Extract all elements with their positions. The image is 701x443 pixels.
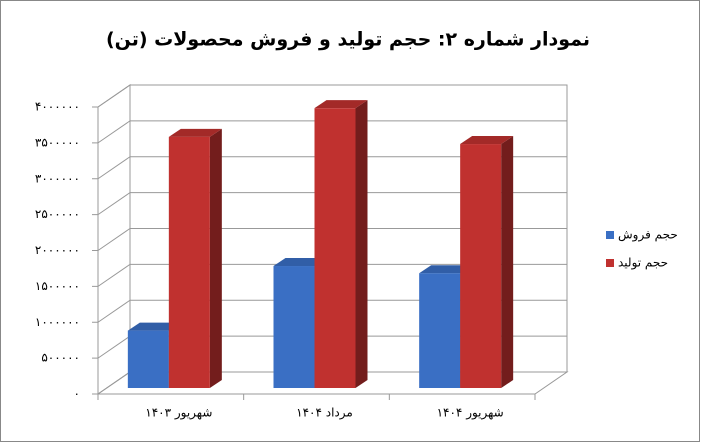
y-tick-label: ۰ <box>74 387 80 401</box>
grid-line <box>97 156 567 180</box>
bar <box>460 144 502 388</box>
legend-swatch <box>606 259 614 267</box>
bar-top <box>127 322 181 331</box>
bar-top <box>419 265 473 274</box>
bar-top <box>273 258 327 267</box>
bar-group <box>168 128 222 388</box>
grid-line <box>97 263 567 287</box>
chart-title: نمودار شماره ۲: حجم تولید و فروش محصولات… <box>106 29 590 51</box>
bar-side <box>501 136 514 388</box>
y-tick-label: ۲۵۰۰۰۰۰ <box>35 207 80 221</box>
bar <box>273 266 315 388</box>
bar <box>168 136 210 388</box>
y-tick-label: ۱۰۰۰۰۰۰ <box>35 315 80 329</box>
bar-top <box>168 128 222 137</box>
y-tick-label: ۳۰۰۰۰۰۰ <box>35 171 80 185</box>
bar <box>314 108 356 389</box>
y-tick-label: ۳۵۰۰۰۰۰ <box>35 135 80 149</box>
x-tick-label: شهریور ۱۴۰۳ <box>145 406 212 421</box>
bar <box>127 330 169 388</box>
y-tick-label: ۴۰۰۰۰۰۰ <box>35 100 80 114</box>
grid-line <box>97 120 567 144</box>
y-tick-label: ۵۰۰۰۰۰ <box>41 351 80 365</box>
grid-line <box>97 228 567 251</box>
grid-line <box>97 84 567 108</box>
bar-group <box>460 136 514 388</box>
legend-label: حجم فروش <box>618 228 678 243</box>
y-tick-label: ۲۰۰۰۰۰۰ <box>35 243 80 257</box>
x-tick-label: مرداد ۱۴۰۴ <box>296 406 353 421</box>
legend-label: حجم تولید <box>618 256 668 271</box>
x-tick-label: شهریور ۱۴۰۴ <box>437 406 504 421</box>
bar <box>419 273 461 388</box>
legend-swatch <box>606 231 614 239</box>
bar-top <box>314 100 368 109</box>
bar-top <box>460 136 514 145</box>
grid-line <box>97 192 567 216</box>
bar-group <box>314 100 368 389</box>
y-tick-label: ۱۵۰۰۰۰۰ <box>35 279 80 293</box>
bar-side <box>209 128 222 388</box>
bar-side <box>355 100 368 389</box>
